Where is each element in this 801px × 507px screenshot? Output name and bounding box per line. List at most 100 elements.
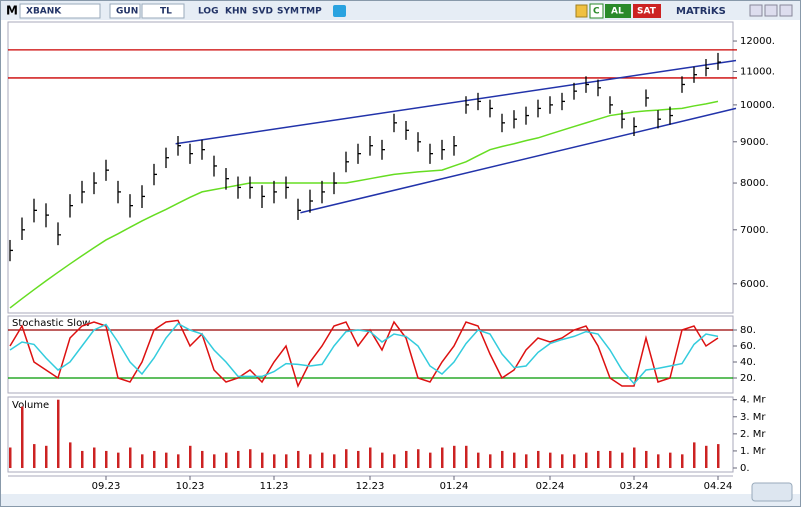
tmp-button[interactable]: TMP <box>300 7 322 17</box>
volume-bar <box>693 442 696 468</box>
y-tick-label: 1. Mr <box>740 446 766 457</box>
y-tick-label: 7000. <box>740 225 769 236</box>
volume-bar <box>81 450 84 468</box>
currency[interactable]: TL <box>160 7 172 17</box>
currency-box[interactable] <box>141 3 185 19</box>
volume-bar <box>333 454 336 468</box>
sell[interactable]: SAT <box>637 7 657 17</box>
status-box[interactable] <box>589 3 604 19</box>
status[interactable]: C <box>593 7 600 17</box>
sell-box[interactable] <box>633 4 661 18</box>
x-tick-label: 03.24 <box>620 481 649 492</box>
twitter-icon[interactable] <box>333 5 346 17</box>
x-tick-label: 01.24 <box>440 481 469 492</box>
volume-bar <box>453 445 456 468</box>
volume-bar <box>597 450 600 468</box>
volume-bar <box>213 454 216 468</box>
khn-button[interactable]: KHN <box>225 7 247 17</box>
volume-bar <box>369 447 372 468</box>
volume-bar <box>357 450 360 468</box>
volume-bar <box>117 452 120 468</box>
buy-box[interactable] <box>605 4 631 18</box>
volume-bar <box>45 445 48 468</box>
stochastic-title: Stochastic Slow <box>12 318 90 329</box>
x-tick-label: 09.23 <box>92 481 121 492</box>
y-tick-label: 4. Mr <box>740 395 766 406</box>
volume-bar <box>165 452 168 468</box>
volume-bar <box>549 452 552 468</box>
x-tick-label: 10.23 <box>176 481 205 492</box>
volume-bar <box>345 449 348 468</box>
moving-average <box>9 100 719 309</box>
volume-bar <box>153 450 156 468</box>
volume-bar <box>105 450 108 468</box>
svd-button[interactable]: SVD <box>252 7 273 17</box>
volume-bar <box>681 454 684 468</box>
volume-bar <box>405 450 408 468</box>
volume-bar <box>645 450 648 468</box>
brand: MATRiKS <box>676 6 726 17</box>
period-box[interactable] <box>109 3 141 19</box>
volume-bar <box>609 450 612 468</box>
volume-bar <box>201 450 204 468</box>
symbol[interactable]: XBANK <box>26 7 62 17</box>
volume-bar <box>321 452 324 468</box>
volume-bar <box>189 445 192 468</box>
oscillator-line <box>9 322 719 385</box>
stochastic-panel <box>7 315 734 394</box>
scroll-control[interactable] <box>751 482 793 502</box>
volume-bar <box>129 447 132 468</box>
edit-icon[interactable] <box>575 4 588 18</box>
symbol-box[interactable] <box>19 3 101 19</box>
volume-bar <box>585 452 588 468</box>
minimize[interactable] <box>749 4 763 17</box>
trend-line <box>300 107 737 214</box>
volume-bar <box>237 450 240 468</box>
log-button[interactable]: LOG <box>198 7 218 17</box>
volume-bar <box>537 450 540 468</box>
volume-bar <box>393 454 396 468</box>
sym-button[interactable]: SYM <box>277 7 299 17</box>
y-tick-label: 3. Mr <box>740 412 766 423</box>
x-tick-label: 02.24 <box>536 481 565 492</box>
volume-bar <box>309 454 312 468</box>
volume-bar <box>273 454 276 468</box>
y-tick-label: 11000. <box>740 67 775 78</box>
volume-bar <box>9 447 12 468</box>
period[interactable]: GUN <box>116 7 138 17</box>
buy[interactable]: AL <box>611 7 624 17</box>
volume-bar <box>573 454 576 468</box>
x-tick-label: 12.23 <box>356 481 385 492</box>
trend-line <box>175 59 737 145</box>
y-tick-label: 12000. <box>740 36 775 47</box>
y-tick-label: 8000. <box>740 178 769 189</box>
volume-bar <box>525 454 528 468</box>
volume-bar <box>57 399 60 468</box>
volume-bar <box>501 450 504 468</box>
volume-title: Volume <box>12 400 49 411</box>
volume-bar <box>297 450 300 468</box>
volume-bar <box>489 454 492 468</box>
volume-bar <box>249 449 252 468</box>
volume-bar <box>381 452 384 468</box>
volume-bar <box>177 454 180 468</box>
volume-bar <box>657 454 660 468</box>
volume-bar <box>669 452 672 468</box>
x-tick-label: 11.23 <box>260 481 289 492</box>
volume-bar <box>285 454 288 468</box>
volume-panel <box>7 396 734 473</box>
volume-bar <box>621 452 624 468</box>
y-tick-label: 60. <box>740 341 756 352</box>
y-tick-label: 80. <box>740 325 756 336</box>
volume-bar <box>633 447 636 468</box>
y-tick-label: 10000. <box>740 100 775 111</box>
volume-bar <box>417 449 420 468</box>
maximize[interactable] <box>764 4 778 17</box>
price-panel <box>7 21 734 314</box>
volume-bar <box>441 447 444 468</box>
volume-bar <box>69 442 72 468</box>
close[interactable] <box>779 4 793 17</box>
volume-bar <box>33 444 36 468</box>
